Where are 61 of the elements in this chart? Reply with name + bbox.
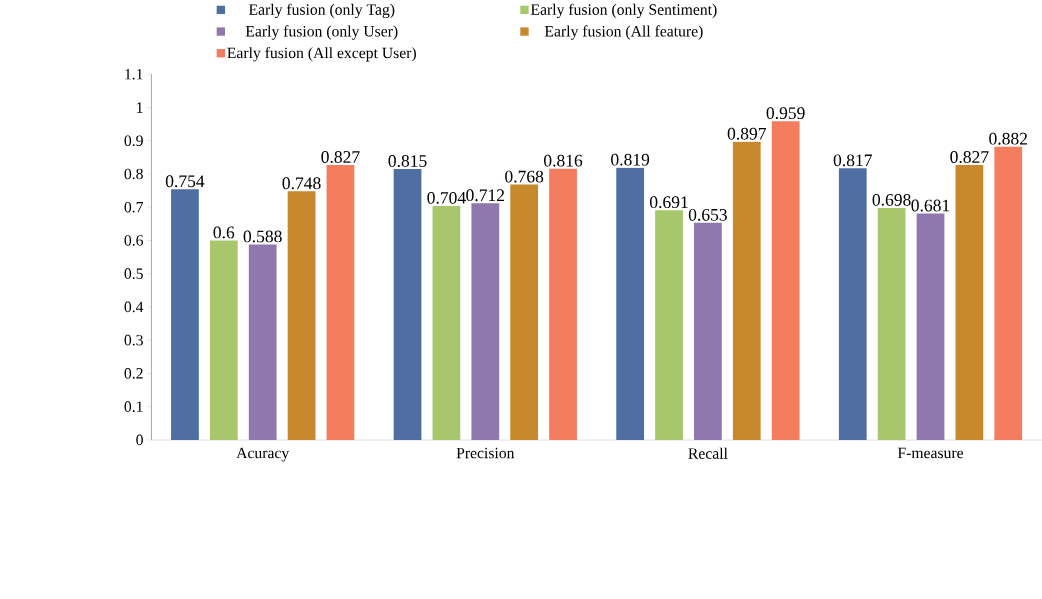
x-tick-label: Recall <box>688 447 728 459</box>
y-tick-label: 0.5 <box>124 268 143 279</box>
bar <box>694 222 722 440</box>
bar <box>209 240 238 440</box>
data-label: 0.588 <box>243 230 282 243</box>
legend-label: Early fusion (only Tag) <box>248 3 395 18</box>
bar <box>171 189 199 440</box>
data-label: 0.827 <box>321 150 360 163</box>
bar <box>432 205 461 440</box>
bar <box>471 203 500 440</box>
x-tick-label: Precision <box>456 447 515 459</box>
data-label: 0.827 <box>950 150 989 163</box>
data-label: 0.819 <box>611 153 650 166</box>
bar <box>655 210 683 440</box>
bar <box>732 141 761 440</box>
data-label: 0.704 <box>427 191 466 204</box>
legend-label: Early fusion (only Sentiment) <box>530 3 717 18</box>
data-label: 0.6 <box>213 226 235 239</box>
bar <box>616 167 645 440</box>
bar <box>877 207 906 440</box>
data-label: 0.897 <box>727 127 766 140</box>
y-tick-label: 0.6 <box>124 234 144 246</box>
data-label: 0.815 <box>388 154 427 167</box>
y-tick-label: 0.9 <box>124 135 143 146</box>
data-label: 0.768 <box>505 170 544 183</box>
x-tick-label: F-measure <box>897 447 964 458</box>
bar <box>916 213 945 440</box>
bar <box>393 168 422 440</box>
data-label: 0.816 <box>544 154 583 167</box>
y-tick-label: 1 <box>137 102 143 113</box>
data-label: 0.698 <box>872 193 911 206</box>
bar <box>287 191 316 440</box>
bar <box>838 168 867 440</box>
y-tick-label: 0.3 <box>124 334 143 346</box>
y-tick-label: 0 <box>136 434 143 445</box>
y-tick-label: 0.1 <box>124 401 143 412</box>
y-tick-label: 1.1 <box>125 68 143 80</box>
data-label: 0.748 <box>282 177 321 190</box>
data-label: 0.712 <box>466 189 505 201</box>
y-tick-label: 0.7 <box>124 201 144 213</box>
bar <box>326 164 355 440</box>
bar <box>510 184 539 440</box>
bar <box>771 120 800 440</box>
data-label: 0.653 <box>688 208 727 221</box>
legend-label: Early fusion (All except User) <box>227 46 416 62</box>
data-label: 0.882 <box>989 132 1028 145</box>
y-tick-label: 0.4 <box>124 301 144 313</box>
bar <box>955 164 984 440</box>
legend-label: Early fusion (only User) <box>245 25 398 40</box>
x-tick-label: Acuracy <box>236 447 290 462</box>
bar <box>549 168 577 440</box>
data-label: 0.691 <box>649 196 688 208</box>
y-tick-label: 0.8 <box>124 168 143 180</box>
legend-label: Early fusion (All feature) <box>544 25 703 40</box>
bar <box>248 244 277 440</box>
data-label: 0.754 <box>165 175 205 188</box>
y-tick-label: 0.2 <box>124 367 143 379</box>
data-label: 0.959 <box>766 107 805 119</box>
data-label: 0.681 <box>911 199 950 212</box>
bar <box>994 146 1023 440</box>
data-label: 0.817 <box>833 154 872 167</box>
